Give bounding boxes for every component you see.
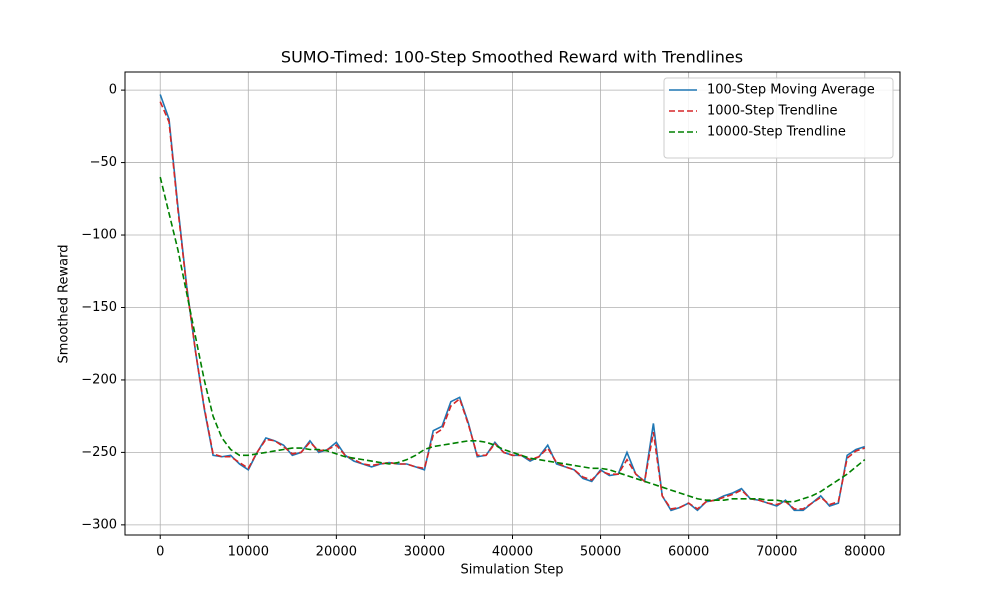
y-tick-label: −100 bbox=[81, 228, 117, 243]
x-tick-label: 40000 bbox=[492, 545, 533, 560]
x-tick-label: 0 bbox=[156, 545, 164, 560]
x-tick-label: 80000 bbox=[844, 545, 885, 560]
legend: 100-Step Moving Average 1000-Step Trendli… bbox=[663, 77, 894, 159]
legend-label: 1000-Step Trendline bbox=[707, 104, 838, 119]
legend-label: 100-Step Moving Average bbox=[707, 83, 875, 98]
legend-label: 10000-Step Trendline bbox=[707, 125, 846, 140]
y-tick-label: −200 bbox=[81, 372, 117, 387]
plot-frame bbox=[124, 71, 901, 536]
y-axis-label: Smoothed Reward bbox=[57, 245, 72, 364]
x-tick-label: 60000 bbox=[668, 545, 709, 560]
x-tick-label: 10000 bbox=[228, 545, 269, 560]
y-tick-label: −150 bbox=[81, 300, 117, 315]
x-tick-label: 70000 bbox=[756, 545, 797, 560]
y-tick-label: 0 bbox=[109, 83, 117, 98]
legend-box bbox=[663, 77, 894, 159]
x-tick-label: 20000 bbox=[316, 545, 357, 560]
chart-title: SUMO-Timed: 100-Step Smoothed Reward wit… bbox=[281, 48, 743, 67]
x-tick-label: 30000 bbox=[404, 545, 445, 560]
series-line bbox=[159, 101, 866, 510]
x-axis-label: Simulation Step bbox=[461, 563, 564, 578]
y-tick-label: −250 bbox=[81, 445, 117, 460]
y-tick-label: −50 bbox=[90, 155, 117, 170]
y-tick-label: −300 bbox=[81, 517, 117, 532]
x-tick-label: 50000 bbox=[580, 545, 621, 560]
